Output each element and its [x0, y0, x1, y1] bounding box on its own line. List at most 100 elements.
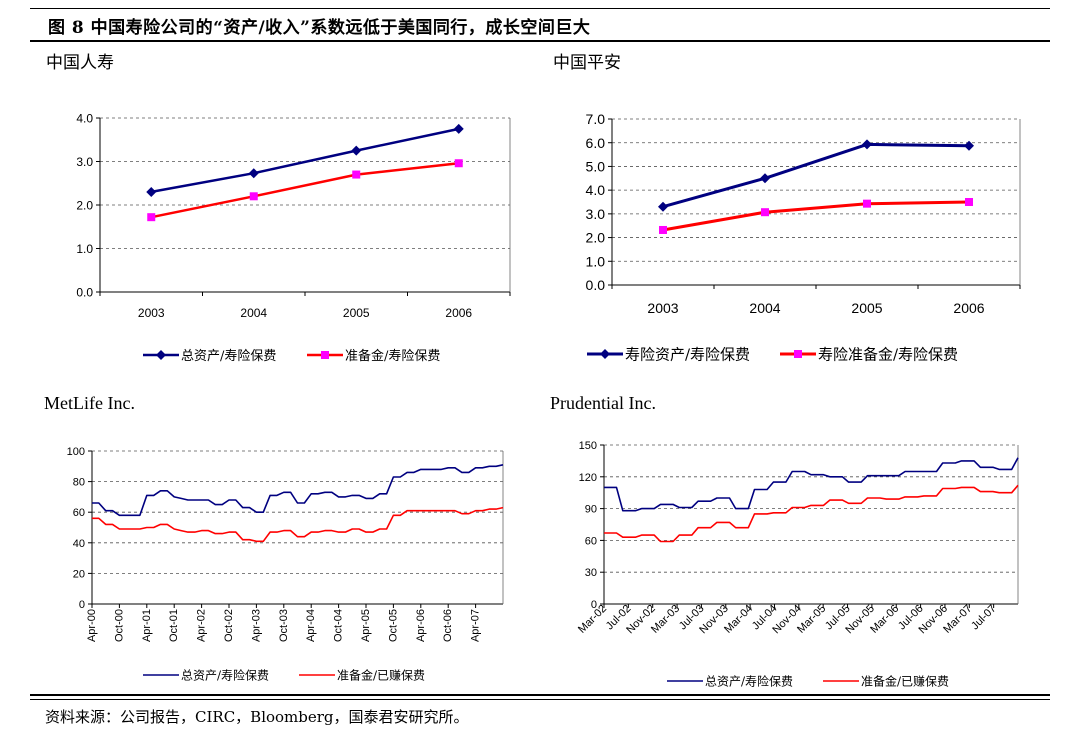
x-tick-label: Apr-01	[141, 609, 153, 642]
legend-marker	[156, 350, 166, 360]
panel-title-metlife: MetLife Inc.	[44, 393, 135, 413]
y-tick-label: 150	[579, 440, 597, 452]
y-tick-label: 60	[585, 535, 597, 547]
legend-label-2: 准备金/寿险保费	[345, 348, 440, 364]
y-tick-label: 4.0	[76, 111, 93, 125]
x-tick-label: 2004	[240, 306, 267, 320]
series-line-2	[604, 484, 1019, 543]
y-tick-label: 40	[73, 538, 85, 550]
x-tick-label: Oct-02	[223, 609, 235, 642]
y-tick-label: 6.0	[586, 135, 606, 151]
data-point-square	[249, 192, 258, 201]
x-tick-label: 2003	[647, 300, 678, 316]
series-line-2	[662, 200, 970, 232]
header-top-rule	[30, 8, 1050, 9]
y-tick-label: 2.0	[76, 198, 93, 212]
data-point-square	[352, 170, 361, 179]
x-tick-label: Apr-03	[250, 609, 262, 642]
y-tick-label: 60	[73, 507, 85, 519]
data-point-diamond	[760, 173, 770, 184]
x-tick-label: Apr-05	[360, 609, 372, 642]
series-line-1	[151, 127, 460, 194]
chart-prudential: 0306090120150Mar-02Jul-02Nov-02Mar-03Jul…	[576, 440, 1019, 689]
legend-label-1: 寿险资产/寿险保费	[625, 346, 750, 364]
y-tick-label: 3.0	[586, 206, 606, 222]
footer-rule-top	[30, 694, 1050, 696]
header-rule	[30, 40, 1050, 42]
x-tick-label: Oct-06	[442, 609, 454, 642]
x-tick-label: 2006	[953, 300, 984, 316]
legend-label-1: 总资产/寿险保费	[181, 349, 276, 364]
data-point-diamond	[146, 186, 157, 197]
x-tick-label: Oct-04	[333, 609, 345, 642]
x-tick-label: Apr-04	[305, 609, 317, 642]
data-point-diamond	[453, 123, 464, 134]
y-tick-label: 3.0	[76, 155, 93, 169]
x-tick-label: Oct-05	[387, 609, 399, 642]
data-point-square	[659, 225, 667, 234]
x-tick-label: 2006	[445, 306, 472, 320]
legend-label-2: 准备金/已赚保费	[337, 668, 425, 683]
x-tick-label: Jul-07	[969, 603, 999, 633]
x-tick-label: Oct-03	[278, 609, 290, 642]
y-tick-label: 1.0	[586, 253, 606, 269]
series-line-1	[662, 142, 970, 209]
y-tick-label: 0	[79, 599, 85, 611]
panel-title-china-life: 中国人寿	[46, 53, 114, 73]
chart-ping-an: 0.0 1.0 2.0 3.0 4.0 5.0 6.0 7.0 2003 2004 2005 2006…	[586, 111, 1021, 364]
x-tick-label: Apr-07	[470, 609, 482, 642]
y-tick-label: 120	[579, 472, 597, 484]
chart-metlife: 0 20 40 60 80 100 Apr-00 Oct-00 Apr-01 Oct-01 Apr-…	[67, 446, 504, 683]
legend-marker	[321, 351, 329, 359]
data-point-diamond	[862, 139, 872, 150]
y-tick-label: 100	[67, 446, 85, 458]
legend-label-1: 总资产/寿险保费	[181, 668, 269, 683]
x-tick-label: Apr-06	[415, 609, 427, 642]
data-point-diamond	[658, 201, 668, 212]
legend-marker	[794, 350, 802, 358]
x-tick-label: Oct-00	[113, 609, 125, 642]
x-tick-label: 2005	[343, 306, 370, 320]
legend-marker	[600, 349, 610, 359]
data-point-square	[965, 198, 973, 206]
y-tick-label: 0	[591, 599, 597, 611]
panel-title-ping-an: 中国平安	[553, 53, 621, 73]
y-tick-label: 0.0	[586, 277, 606, 293]
legend-label-2: 准备金/已赚保费	[861, 674, 949, 689]
data-point-square	[863, 199, 871, 208]
y-tick-label: 4.0	[586, 182, 606, 198]
source-note: 资料来源：公司报告，CIRC，Bloomberg，国泰君安研究所。	[45, 708, 469, 726]
y-tick-label: 2.0	[586, 230, 606, 246]
y-tick-label: 1.0	[76, 242, 93, 256]
series-line-1	[604, 457, 1019, 512]
data-point-square	[147, 213, 156, 222]
x-tick-label: 2003	[138, 306, 165, 320]
y-tick-label: 20	[73, 568, 85, 580]
data-point-diamond	[964, 140, 974, 151]
figure-title: 图 8 中国寿险公司的“资产/收入”系数远低于美国同行，成长空间巨大	[48, 18, 591, 38]
x-tick-label: Apr-00	[86, 609, 98, 642]
series-line-2	[92, 506, 504, 543]
series-line-2	[151, 161, 459, 219]
x-tick-label: 2005	[851, 300, 882, 316]
footer-rule-bottom	[30, 699, 1050, 700]
panel-title-prudential: Prudential Inc.	[550, 393, 656, 413]
y-tick-label: 30	[585, 567, 597, 579]
x-tick-label: 2004	[749, 300, 780, 316]
data-point-square	[761, 208, 769, 217]
y-tick-label: 7.0	[586, 111, 606, 127]
chart-china-life: 0.0 1.0 2.0 3.0 4.0 2003 2004 2005 2006 总资产/寿险保费 准…	[76, 111, 511, 364]
y-tick-label: 0.0	[76, 285, 93, 299]
y-tick-label: 80	[73, 477, 85, 489]
legend-label-1: 总资产/寿险保费	[705, 674, 793, 689]
x-tick-label: Oct-01	[168, 609, 180, 642]
data-point-diamond	[351, 145, 362, 156]
data-point-square	[454, 159, 463, 168]
series-line-1	[92, 464, 504, 517]
x-tick-label: Apr-02	[196, 609, 208, 642]
y-tick-label: 90	[585, 504, 597, 516]
legend-label-2: 寿险准备金/寿险保费	[818, 346, 958, 364]
y-tick-label: 5.0	[586, 158, 606, 174]
data-point-diamond	[248, 168, 259, 179]
